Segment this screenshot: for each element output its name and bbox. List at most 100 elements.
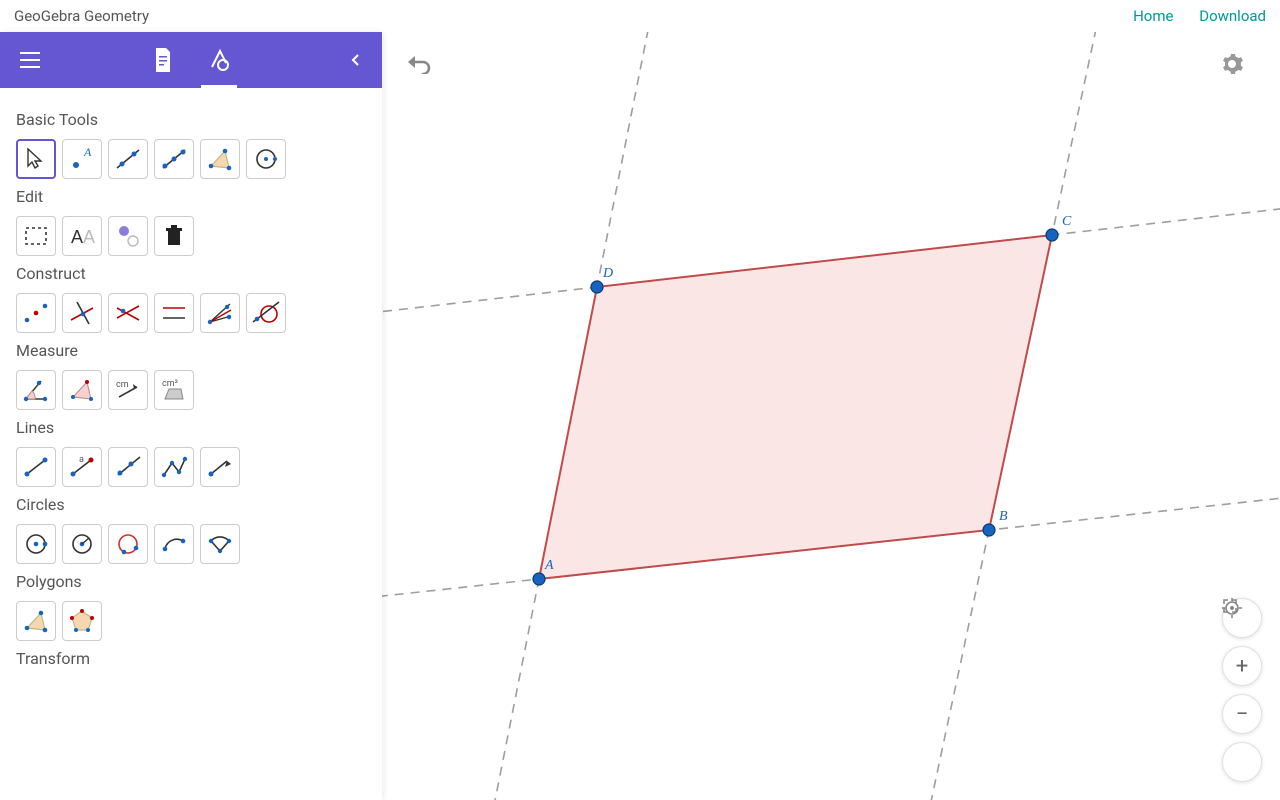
tool-segment-fixed[interactable]	[154, 139, 194, 179]
sidebar-header	[0, 32, 382, 88]
tool-group-title: Edit	[16, 187, 366, 206]
tool-sector[interactable]	[200, 524, 240, 564]
circle-radius-icon	[67, 529, 97, 559]
home-link[interactable]: Home	[1133, 7, 1173, 25]
menu-button[interactable]	[10, 40, 50, 80]
distance-icon: cm	[113, 375, 143, 405]
fullscreen-button[interactable]	[1222, 742, 1262, 782]
tool-style[interactable]	[108, 216, 148, 256]
polygon2-icon	[21, 606, 51, 636]
svg-text:A: A	[83, 145, 92, 159]
tool-group-title: Lines	[16, 418, 366, 437]
ray-icon	[113, 452, 143, 482]
tool-perpendicular[interactable]	[62, 293, 102, 333]
geometry-canvas[interactable]: ABCD	[382, 32, 1280, 800]
document-icon	[152, 48, 174, 72]
download-link[interactable]: Download	[1199, 7, 1266, 25]
tool-group-title: Basic Tools	[16, 110, 366, 129]
angle-icon	[21, 375, 51, 405]
zoom-in-button[interactable]: +	[1222, 646, 1262, 686]
tool-text[interactable]: AA	[62, 216, 102, 256]
tool-segment-len[interactable]: a	[62, 447, 102, 487]
line-icon	[113, 144, 143, 174]
sector-icon	[205, 529, 235, 559]
point-label-D: D	[602, 266, 613, 281]
fullscreen-icon	[1222, 598, 1238, 614]
tool-delete[interactable]	[154, 216, 194, 256]
point-C[interactable]	[1046, 229, 1058, 241]
angle-bisector-icon	[205, 298, 235, 328]
tool-angle[interactable]	[16, 370, 56, 410]
circle-center-icon	[21, 529, 51, 559]
tool-circle[interactable]	[246, 139, 286, 179]
tool-angle-bisector[interactable]	[200, 293, 240, 333]
delete-icon	[159, 221, 189, 251]
point-label-C: C	[1062, 214, 1072, 229]
tool-angle-fixed[interactable]	[62, 370, 102, 410]
zoom-out-button[interactable]: −	[1222, 694, 1262, 734]
tab-algebra[interactable]	[149, 40, 177, 80]
tool-group-title: Circles	[16, 495, 366, 514]
tool-group-title: Measure	[16, 341, 366, 360]
style-icon	[113, 221, 143, 251]
tool-point[interactable]: A	[62, 139, 102, 179]
collapse-sidebar-button[interactable]	[340, 44, 372, 76]
tool-row	[16, 524, 366, 564]
perp-bisector-icon	[159, 298, 189, 328]
tool-area[interactable]: cm²	[154, 370, 194, 410]
segment-len-icon: a	[67, 452, 97, 482]
tool-polygon2[interactable]	[16, 601, 56, 641]
zoom-controls: + −	[1222, 598, 1262, 782]
tool-line[interactable]	[108, 139, 148, 179]
select-rect-icon	[21, 221, 51, 251]
tool-arc[interactable]	[154, 524, 194, 564]
tool-vector[interactable]	[200, 447, 240, 487]
segment-icon	[21, 452, 51, 482]
minus-icon: −	[1236, 702, 1249, 727]
point-label-A: A	[544, 558, 554, 573]
tool-tangent[interactable]	[246, 293, 286, 333]
polygon-abcd[interactable]	[539, 235, 1052, 579]
tab-tools[interactable]	[205, 40, 233, 80]
tool-row: A	[16, 139, 366, 179]
tool-perp-bisector[interactable]	[154, 293, 194, 333]
tangent-icon	[251, 298, 281, 328]
svg-text:A: A	[83, 227, 95, 247]
tool-ray[interactable]	[108, 447, 148, 487]
perpendicular-icon	[67, 298, 97, 328]
point-A[interactable]	[533, 573, 545, 585]
chevron-left-icon	[351, 53, 361, 67]
tool-midpoint[interactable]	[16, 293, 56, 333]
app-title: GeoGebra Geometry	[14, 7, 149, 25]
angle-fixed-icon	[67, 375, 97, 405]
undo-button[interactable]	[406, 52, 442, 88]
top-bar: GeoGebra Geometry Home Download	[0, 0, 1280, 32]
tool-select-rect[interactable]	[16, 216, 56, 256]
regular-polygon-icon	[67, 606, 97, 636]
text-icon: AA	[67, 221, 97, 251]
svg-text:cm: cm	[116, 380, 129, 390]
plus-icon: +	[1236, 654, 1248, 679]
tool-circle-center[interactable]	[16, 524, 56, 564]
tool-distance[interactable]: cm	[108, 370, 148, 410]
sidebar-tabs	[149, 40, 233, 80]
circle-icon	[251, 144, 281, 174]
tool-group-title: Construct	[16, 264, 366, 283]
tool-move[interactable]	[16, 139, 56, 179]
tool-row: cm cm²	[16, 370, 366, 410]
point-B[interactable]	[983, 524, 995, 536]
svg-text:cm²: cm²	[162, 379, 178, 389]
canvas-area[interactable]: ABCD + −	[382, 32, 1280, 800]
settings-button[interactable]	[1220, 52, 1256, 88]
tool-polyline[interactable]	[154, 447, 194, 487]
tool-parallel[interactable]	[108, 293, 148, 333]
sidebar: Basic Tools A Edit AA Construct Measure cm cm² L…	[0, 32, 382, 800]
tool-compass[interactable]	[108, 524, 148, 564]
tool-circle-radius[interactable]	[62, 524, 102, 564]
vector-icon	[205, 452, 235, 482]
tool-regular-polygon[interactable]	[62, 601, 102, 641]
tool-segment[interactable]	[16, 447, 56, 487]
point-D[interactable]	[591, 281, 603, 293]
tool-group-title: Transform	[16, 649, 366, 668]
tool-polygon[interactable]	[200, 139, 240, 179]
